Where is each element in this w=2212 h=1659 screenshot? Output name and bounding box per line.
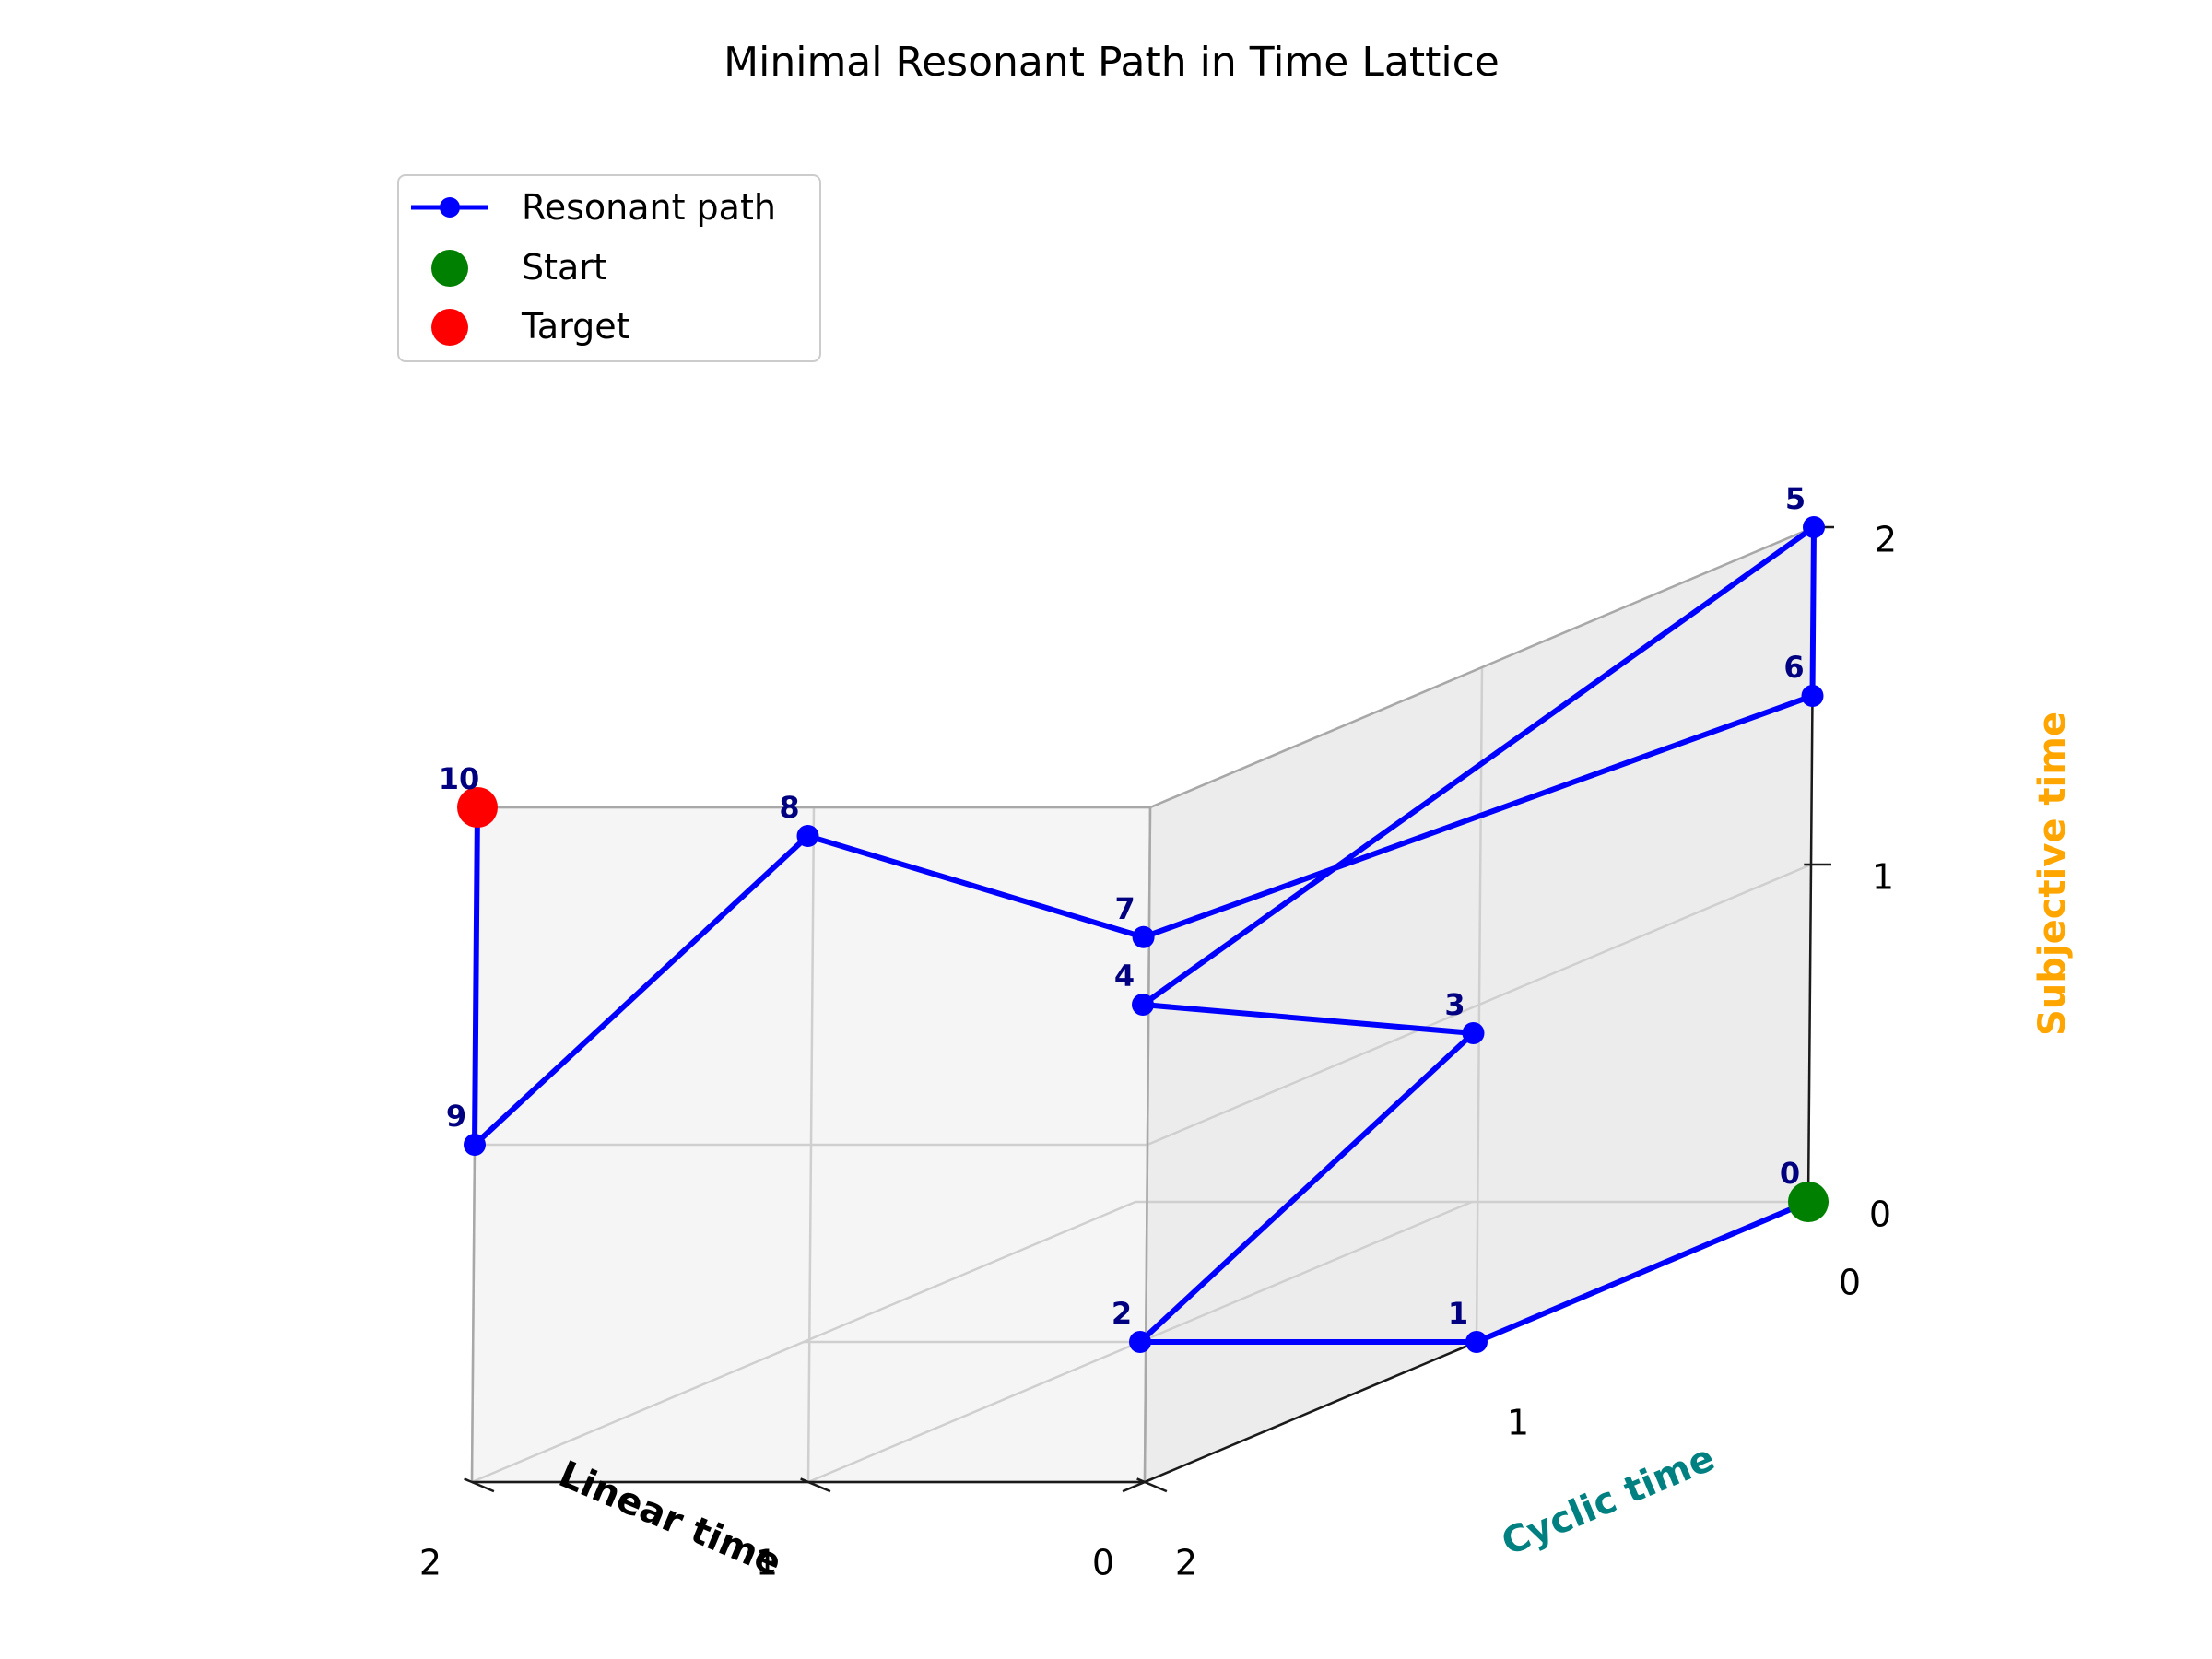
path-point-7 xyxy=(1132,925,1155,948)
path-point-3 xyxy=(1462,1022,1485,1044)
y-tick-label: 0 xyxy=(1839,1263,1861,1303)
chart-point-labels: 0 1 2 3 4 5 6 7 8 9 10 xyxy=(439,481,1806,1331)
x-tick-label: 0 xyxy=(1092,1543,1114,1583)
legend-target-marker xyxy=(431,309,468,346)
path-point-1 xyxy=(1465,1331,1488,1353)
z-tick-label: 2 xyxy=(1875,520,1897,560)
path-point-label-7: 7 xyxy=(1114,891,1135,926)
path-point-label-3: 3 xyxy=(1444,987,1465,1022)
path-point-label-9: 9 xyxy=(446,1099,466,1134)
x-tick-mark xyxy=(1136,1477,1168,1493)
legend-start-marker xyxy=(431,250,468,287)
legend-entry-resonant-path: Resonant path xyxy=(522,187,776,228)
path-point-label-4: 4 xyxy=(1114,959,1135,994)
y-tick-label: 2 xyxy=(1175,1543,1197,1583)
pane-edge-back-vertical xyxy=(1143,806,1152,1483)
path-point-6 xyxy=(1801,685,1824,707)
path-point-label-0: 0 xyxy=(1780,1156,1800,1191)
legend-entry-start: Start xyxy=(522,247,607,288)
path-point-label-1: 1 xyxy=(1448,1296,1468,1331)
path-point-label-10: 10 xyxy=(439,761,480,796)
path-point-label-6: 6 xyxy=(1783,650,1804,685)
x-tick-mark xyxy=(800,1477,831,1493)
path-point-label-8: 8 xyxy=(779,790,799,825)
path-point-8 xyxy=(796,825,819,847)
legend-entry-target: Target xyxy=(521,306,630,347)
x-tick-label: 1 xyxy=(756,1543,778,1583)
y-tick-label: 1 xyxy=(1507,1403,1529,1443)
legend: Resonant path Start Target xyxy=(397,174,821,362)
path-point-label-5: 5 xyxy=(1785,481,1806,516)
legend-frame xyxy=(397,174,821,362)
legend-line-marker xyxy=(440,197,460,218)
z-tick-label: 1 xyxy=(1872,857,1894,898)
target-marker xyxy=(457,787,498,828)
path-point-9 xyxy=(464,1134,486,1156)
path-point-5 xyxy=(1803,516,1825,538)
gridline-rightwall-z xyxy=(1147,863,1812,1147)
path-point-2 xyxy=(1129,1331,1151,1353)
start-marker xyxy=(1788,1182,1829,1222)
z-tick-label: 0 xyxy=(1869,1194,1891,1235)
pane-edge-top-right xyxy=(1149,525,1815,809)
y-tick-mark xyxy=(1122,1477,1153,1493)
x-tick-label: 2 xyxy=(419,1543,441,1583)
chart-title: Minimal Resonant Path in Time Lattice xyxy=(724,39,1500,86)
path-point-4 xyxy=(1132,994,1154,1016)
x-tick-mark xyxy=(464,1477,495,1493)
z-axis-label: Subjective time xyxy=(2031,712,2074,1036)
path-point-label-2: 2 xyxy=(1112,1296,1132,1331)
y-axis-label: Cyclic time xyxy=(1496,1437,1721,1564)
chart-series xyxy=(457,516,1829,1353)
